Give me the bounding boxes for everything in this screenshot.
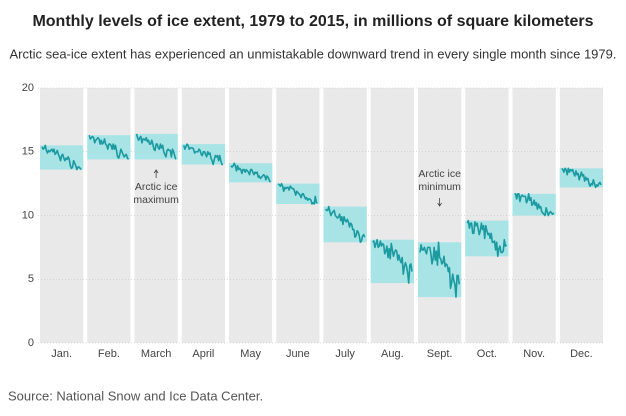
source: Source: National Snow and Ice Data Cente… [8, 388, 263, 403]
series-line [324, 205, 366, 244]
series-line [277, 182, 318, 205]
annotation: minimum [418, 181, 461, 193]
x-tick-label: April [192, 348, 214, 360]
range-band [512, 193, 556, 216]
x-tick-label: Feb. [98, 348, 120, 360]
y-tick-label: 0 [28, 337, 34, 349]
month-panel [87, 88, 131, 343]
series-line [561, 167, 602, 189]
y-tick-label: 10 [22, 209, 34, 221]
annotation: Arctic ice [135, 181, 178, 193]
x-tick-label: Oct. [477, 348, 497, 360]
month-panel [465, 88, 509, 343]
series-line [41, 144, 82, 171]
month-panel [276, 88, 320, 343]
x-tick-label: May [240, 348, 261, 360]
series-line [230, 162, 271, 183]
annotation-arrow [153, 169, 159, 178]
x-tick-label: Aug. [381, 348, 404, 360]
annotation: maximum [133, 194, 179, 206]
month-panel [418, 88, 462, 343]
x-tick-label: Dec. [570, 348, 593, 360]
x-tick-label: March [141, 348, 172, 360]
y-tick-label: 20 [22, 82, 34, 94]
y-tick-label: 5 [28, 273, 34, 285]
series-line [466, 219, 508, 258]
x-tick-label: July [335, 348, 355, 360]
series-line [182, 143, 223, 166]
x-tick-label: Nov. [523, 348, 545, 360]
series-line [135, 133, 177, 160]
annotation: Arctic ice [418, 168, 461, 180]
x-tick-label: June [286, 348, 310, 360]
x-tick-label: Jan. [51, 348, 72, 360]
month-panel [229, 88, 273, 343]
series-line [419, 241, 461, 298]
series-line [372, 238, 413, 284]
chart-title: Monthly levels of ice extent, 1979 to 20… [32, 13, 593, 30]
month-panel [40, 88, 84, 343]
x-tick-label: Sept. [427, 348, 453, 360]
annotation-arrow [437, 198, 442, 207]
chart-subtitle: Arctic sea-ice extent has experienced an… [9, 46, 616, 61]
series-line [88, 134, 130, 160]
series-line [514, 193, 555, 217]
y-tick-label: 15 [22, 146, 34, 158]
